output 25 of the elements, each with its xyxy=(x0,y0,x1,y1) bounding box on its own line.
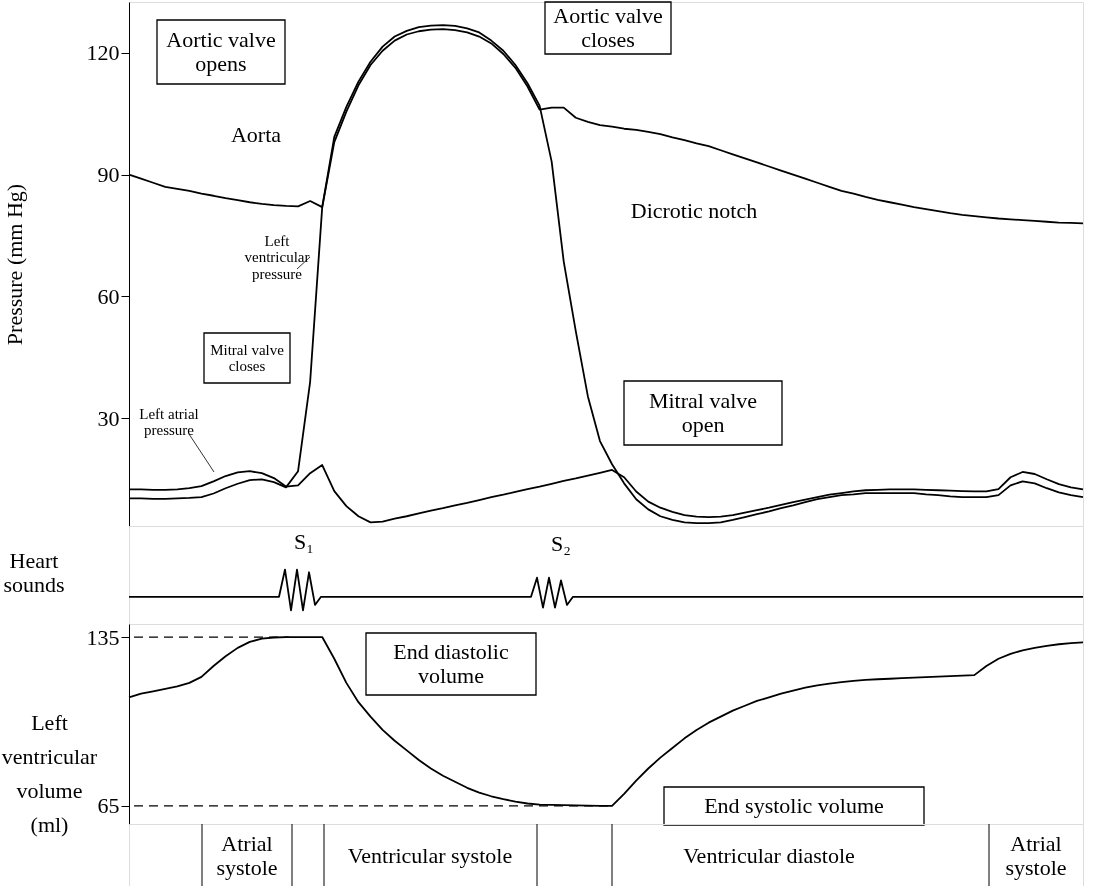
y-axis-title: Pressure (mm Hg) xyxy=(1,183,27,346)
text: S₂ xyxy=(551,531,571,556)
annotation: Aortic valve opens xyxy=(166,26,276,77)
annotation: Aortic valve closes xyxy=(553,2,663,53)
annotation: Mitral valve open xyxy=(648,387,758,438)
y-tick-label: 90 xyxy=(97,162,120,188)
series-label: Left ventricular pressure xyxy=(244,232,310,282)
text: Ventricular diastole xyxy=(683,843,855,868)
text: Atrial systole xyxy=(216,830,278,881)
text: Atrial systole xyxy=(1005,830,1067,881)
annotation: Mitral valve closes xyxy=(210,341,285,375)
y-axis-title: Heart sounds xyxy=(3,547,65,598)
y-tick-label: 60 xyxy=(97,284,120,309)
y-tick-label: 135 xyxy=(86,624,120,650)
annotation: End systolic volume xyxy=(704,793,884,818)
y-axis-title: Left ventricular volume (ml) xyxy=(1,709,98,837)
text: Ventricular systole xyxy=(347,843,513,868)
y-tick-label: 120 xyxy=(86,40,120,66)
text: S₁ xyxy=(294,529,314,554)
text: Left atrial pressure xyxy=(139,405,199,439)
text: Aorta xyxy=(230,122,282,147)
annotation: Dicrotic notch xyxy=(630,198,758,223)
y-tick-label: 65 xyxy=(97,793,120,819)
y-tick-label: 30 xyxy=(97,405,120,431)
annotation: End diastolic volume xyxy=(393,638,509,689)
